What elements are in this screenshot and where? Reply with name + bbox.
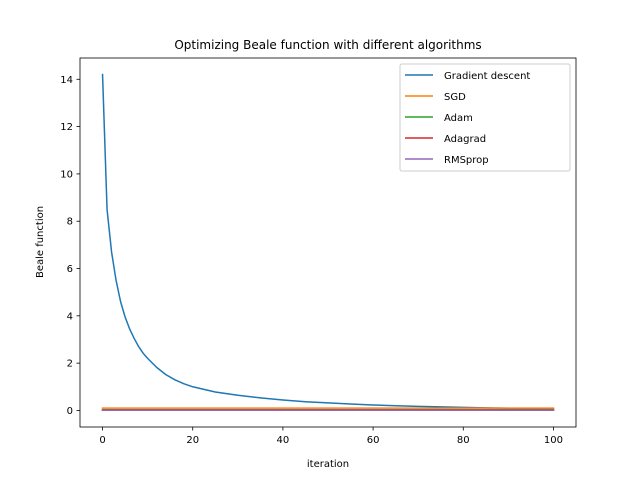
y-tick-label: 8 <box>67 217 73 228</box>
y-tick-label: 2 <box>67 359 73 370</box>
legend-entry: Gradient descent <box>444 71 530 82</box>
y-tick-label: 10 <box>60 169 73 180</box>
x-axis-label: iteration <box>307 459 349 470</box>
x-tick-label: 0 <box>99 435 105 446</box>
x-tick-label: 20 <box>186 435 199 446</box>
legend-entry: SGD <box>444 92 466 103</box>
x-tick-label: 40 <box>277 435 290 446</box>
x-tick-label: 80 <box>457 435 470 446</box>
x-tick-label: 100 <box>544 435 563 446</box>
legend-entry: Adagrad <box>444 134 486 145</box>
plot-area: 0 20 40 60 80 100 0 2 4 6 8 10 12 14 Gradient descent S… <box>60 57 577 446</box>
y-tick-label: 6 <box>67 264 73 275</box>
legend-box <box>399 63 571 172</box>
legend-entry: Adam <box>444 113 473 124</box>
x-tick-label: 60 <box>367 435 380 446</box>
y-tick-label: 0 <box>67 406 73 417</box>
series-line-gradient-descent <box>101 73 555 410</box>
y-tick-label: 12 <box>60 122 73 133</box>
legend-entry: RMSprop <box>444 155 489 166</box>
y-tick-label: 14 <box>60 75 73 86</box>
y-axis-label: Beale function <box>35 206 46 278</box>
y-tick-label: 4 <box>67 311 73 322</box>
axes-frame <box>79 57 577 428</box>
chart-title: Optimizing Beale function with different… <box>174 38 481 52</box>
